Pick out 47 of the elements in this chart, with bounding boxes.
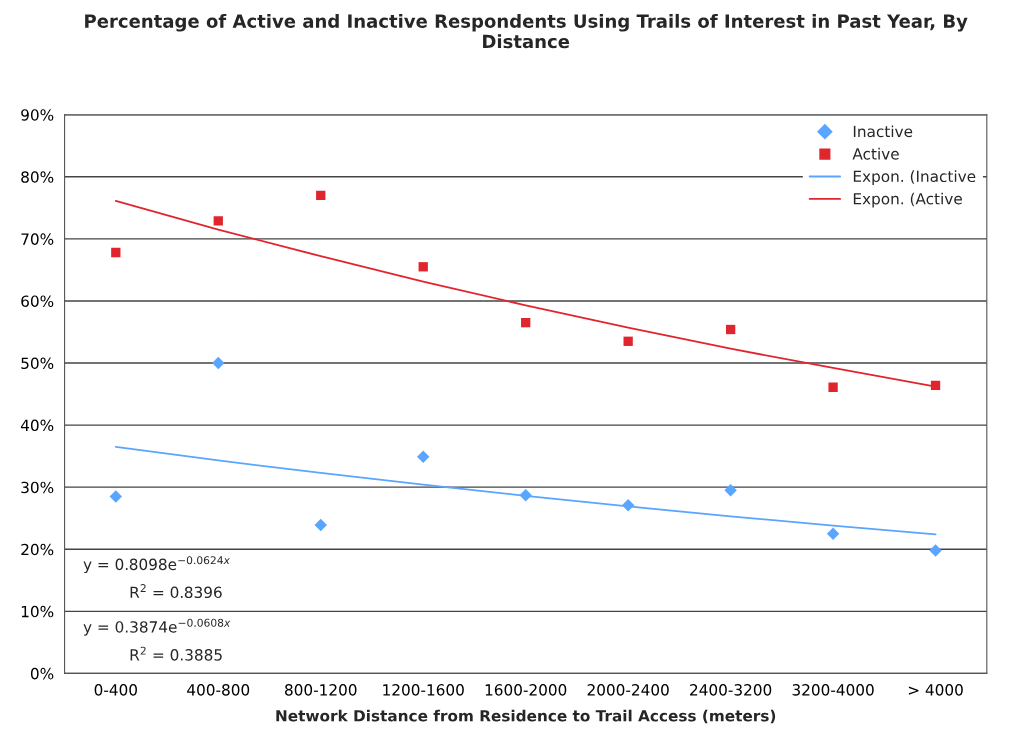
annotation: R$^{2}$ = 0.3885 — [130, 646, 222, 661]
point — [623, 336, 633, 346]
x-tick-label: 1600-2000 — [485, 684, 567, 696]
point — [828, 382, 838, 392]
y-tick-label: 50% — [21, 357, 54, 370]
y-tick-label: 40% — [20, 419, 54, 432]
point — [724, 484, 737, 497]
point — [314, 518, 327, 532]
legend-label: Active — [852, 147, 899, 160]
chart-title: Percentage of Active and Inactive Respondents Using Trails of Interest in Past Year, By Distance — [85, 13, 968, 49]
legend-label: Expon. (Active — [853, 192, 962, 208]
y-tick-label: 20% — [21, 543, 54, 556]
point — [519, 489, 532, 502]
legend-label: Expon. (Inactive — [853, 170, 976, 186]
point — [418, 262, 428, 272]
point — [930, 380, 941, 391]
x-tick-label: 3200-4000 — [792, 684, 874, 696]
point — [826, 527, 840, 540]
point — [316, 190, 326, 201]
x-tick-label: 400-800 — [187, 684, 250, 696]
x-tick-label: 2400-3200 — [690, 684, 772, 696]
point — [621, 498, 635, 512]
annotation: y = 0.3874e$^{−0.0608x}$ — [83, 618, 231, 636]
x-tick-label: 1200-1600 — [383, 684, 464, 696]
point — [109, 490, 123, 503]
y-tick-label: 70% — [21, 233, 54, 245]
annotation: R$^{2}$ = 0.8396 — [130, 584, 222, 599]
point — [929, 544, 942, 557]
point — [521, 318, 531, 328]
y-tick-label: 60% — [21, 295, 54, 307]
annotation: y = 0.8098e$^{−0.0624x}$ — [83, 556, 230, 574]
point — [212, 356, 225, 370]
x-tick-label: 0-400 — [94, 684, 137, 696]
y-tick-label: 0% — [30, 667, 54, 680]
x-tick-label: > 4000 — [908, 684, 963, 696]
point — [111, 247, 121, 258]
y-tick-label: 10% — [21, 605, 54, 618]
point — [417, 450, 430, 463]
y-tick-label: 80% — [21, 171, 54, 183]
point — [213, 216, 223, 226]
y-tick-label: 90% — [21, 109, 54, 121]
x-tick-label: 800-1200 — [285, 684, 357, 696]
x-axis-title: Network Distance from Residence to Trail Access (meters) — [276, 709, 776, 724]
legend-label: Inactive — [853, 125, 913, 138]
y-tick-label: 30% — [21, 481, 54, 494]
point — [725, 324, 736, 335]
x-tick-label: 2000-2400 — [587, 684, 669, 696]
